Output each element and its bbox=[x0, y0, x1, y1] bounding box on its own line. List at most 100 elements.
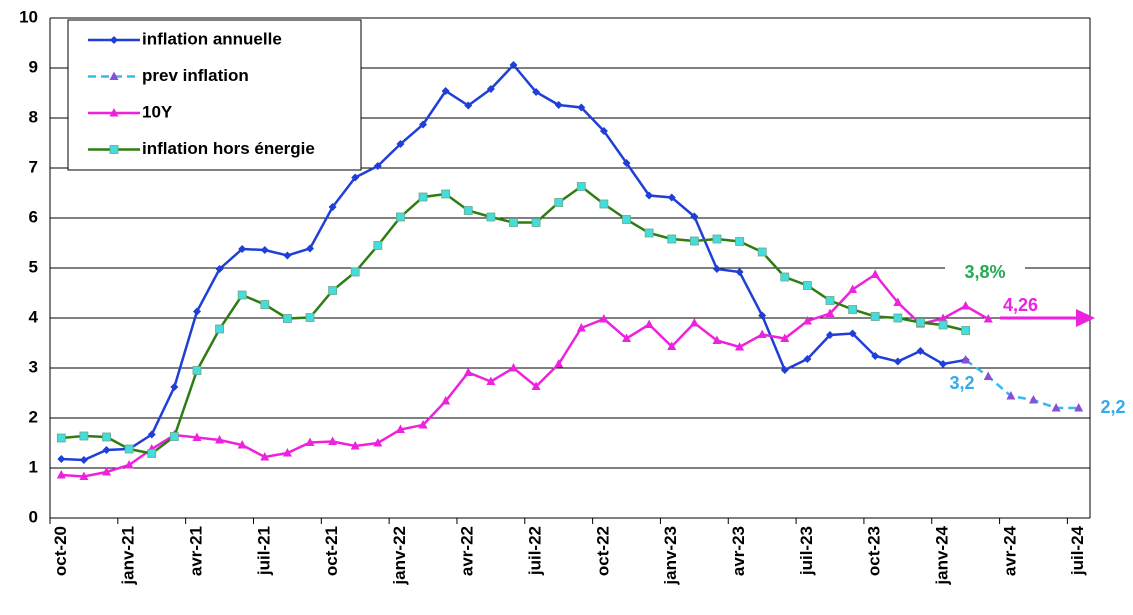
series-line bbox=[61, 272, 989, 478]
annotation-bg bbox=[945, 260, 1025, 286]
marker bbox=[237, 290, 247, 300]
marker bbox=[109, 71, 119, 80]
marker bbox=[192, 307, 201, 316]
series-line bbox=[964, 358, 1079, 410]
arrow-head bbox=[1076, 309, 1095, 327]
marker bbox=[283, 251, 292, 260]
marker bbox=[735, 237, 744, 246]
x-tick-label: janv-23 bbox=[661, 526, 680, 586]
marker bbox=[780, 333, 790, 342]
marker bbox=[983, 371, 993, 380]
marker bbox=[622, 333, 632, 342]
x-tick-label: oct-23 bbox=[865, 526, 884, 576]
marker bbox=[826, 331, 834, 339]
marker bbox=[622, 159, 631, 167]
marker bbox=[916, 318, 925, 327]
x-tick-label: janv-21 bbox=[119, 526, 138, 586]
marker bbox=[328, 286, 338, 295]
marker bbox=[802, 281, 812, 290]
marker bbox=[170, 383, 179, 391]
marker bbox=[395, 424, 405, 433]
annotation: 3,8% bbox=[964, 262, 1005, 282]
marker bbox=[712, 335, 722, 344]
marker bbox=[486, 376, 496, 385]
marker bbox=[554, 198, 564, 207]
marker bbox=[419, 120, 428, 129]
marker bbox=[848, 284, 858, 293]
marker bbox=[396, 212, 405, 222]
marker bbox=[667, 234, 677, 244]
y-tick-label: 10 bbox=[19, 7, 38, 26]
y-tick-label: 3 bbox=[29, 357, 38, 376]
marker bbox=[893, 297, 903, 306]
marker bbox=[599, 199, 609, 209]
marker bbox=[418, 420, 428, 429]
marker bbox=[169, 432, 179, 441]
marker bbox=[1051, 403, 1061, 412]
marker bbox=[192, 366, 202, 375]
x-tick-label: avr-24 bbox=[1000, 525, 1019, 576]
marker bbox=[147, 449, 157, 458]
marker bbox=[576, 182, 586, 191]
marker bbox=[328, 203, 337, 211]
marker bbox=[109, 108, 119, 117]
marker bbox=[260, 246, 269, 254]
marker bbox=[306, 244, 314, 253]
marker bbox=[577, 103, 586, 112]
x-tick-label: juil-24 bbox=[1068, 525, 1087, 576]
marker bbox=[282, 448, 292, 457]
marker bbox=[56, 433, 66, 443]
y-tick-label: 1 bbox=[29, 457, 38, 476]
marker bbox=[554, 359, 564, 368]
marker bbox=[486, 212, 496, 222]
legend-label: 10Y bbox=[142, 102, 173, 121]
annotation: 3,2 bbox=[949, 373, 974, 393]
marker bbox=[531, 381, 541, 390]
marker bbox=[305, 437, 315, 446]
marker bbox=[1028, 395, 1038, 404]
marker bbox=[870, 269, 880, 278]
marker bbox=[463, 367, 473, 376]
x-tick-label: janv-22 bbox=[390, 526, 409, 586]
marker bbox=[712, 265, 721, 273]
marker bbox=[871, 352, 880, 360]
marker bbox=[645, 191, 654, 200]
marker bbox=[802, 316, 812, 325]
marker bbox=[79, 431, 89, 441]
marker bbox=[509, 61, 518, 69]
marker bbox=[893, 357, 902, 366]
marker bbox=[689, 236, 699, 246]
marker bbox=[282, 314, 292, 323]
marker bbox=[689, 318, 699, 327]
marker bbox=[328, 436, 338, 445]
marker bbox=[938, 320, 948, 330]
marker bbox=[667, 341, 677, 350]
marker bbox=[215, 265, 224, 273]
marker bbox=[735, 268, 744, 276]
marker bbox=[599, 314, 609, 323]
marker bbox=[644, 228, 654, 238]
x-tick-label: oct-21 bbox=[322, 526, 341, 576]
marker bbox=[983, 314, 993, 323]
marker bbox=[464, 101, 473, 110]
x-tick-label: oct-20 bbox=[51, 526, 70, 576]
marker bbox=[396, 140, 405, 148]
marker bbox=[373, 162, 382, 170]
y-tick-label: 0 bbox=[29, 507, 38, 526]
marker bbox=[79, 456, 88, 464]
x-tick-label: avr-23 bbox=[729, 526, 748, 576]
marker bbox=[780, 272, 790, 282]
x-tick-label: avr-22 bbox=[458, 526, 477, 576]
marker bbox=[825, 296, 835, 305]
marker bbox=[350, 267, 360, 277]
marker bbox=[124, 460, 134, 469]
x-tick-label: juil-22 bbox=[526, 526, 545, 576]
marker bbox=[1074, 403, 1084, 412]
x-tick-label: janv-24 bbox=[933, 525, 952, 585]
annotation: 2,2 bbox=[1100, 397, 1125, 417]
marker bbox=[735, 342, 745, 351]
x-tick-label: juil-21 bbox=[254, 526, 273, 576]
marker bbox=[260, 300, 270, 309]
marker bbox=[57, 455, 66, 463]
marker bbox=[644, 319, 654, 328]
